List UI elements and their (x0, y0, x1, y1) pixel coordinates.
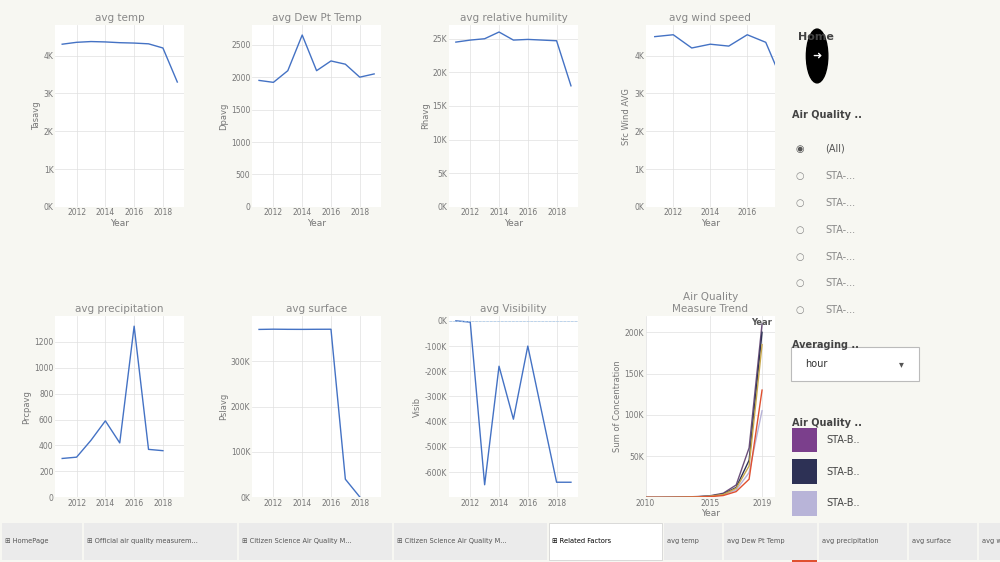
X-axis label: Year: Year (701, 219, 720, 228)
Text: (All): (All) (825, 144, 845, 154)
Y-axis label: Sum of Concentration: Sum of Concentration (613, 361, 622, 452)
Text: ⊞ Related Factors: ⊞ Related Factors (552, 538, 611, 544)
Text: hour: hour (805, 359, 828, 369)
Text: STA-...: STA-... (825, 252, 855, 261)
Text: ◉: ◉ (796, 144, 804, 154)
Circle shape (806, 29, 828, 83)
FancyBboxPatch shape (979, 523, 1000, 560)
FancyBboxPatch shape (792, 428, 817, 452)
Text: ⊞ HomePage: ⊞ HomePage (5, 538, 48, 544)
FancyBboxPatch shape (791, 347, 919, 381)
Text: STA-...: STA-... (825, 171, 855, 181)
Text: ⊞ Citizen Science Air Quality M...: ⊞ Citizen Science Air Quality M... (397, 538, 507, 544)
Text: STA-B..: STA-B.. (827, 435, 860, 445)
FancyBboxPatch shape (792, 491, 817, 515)
Y-axis label: Tasavg: Tasavg (32, 102, 41, 130)
Text: ○: ○ (796, 252, 804, 261)
FancyBboxPatch shape (909, 523, 977, 560)
Text: ➜: ➜ (812, 51, 822, 61)
Text: avg w: avg w (982, 538, 1000, 544)
Title: Air Quality
Measure Trend: Air Quality Measure Trend (672, 292, 748, 314)
Text: STA-...: STA-... (825, 305, 855, 315)
Text: ⊞ Citizen Science Air Quality M...: ⊞ Citizen Science Air Quality M... (242, 538, 352, 544)
Title: avg precipitation: avg precipitation (75, 303, 164, 314)
Title: avg relative humility: avg relative humility (460, 13, 567, 23)
Text: ▾: ▾ (899, 359, 904, 369)
Text: Home: Home (798, 31, 833, 42)
FancyBboxPatch shape (724, 523, 817, 560)
Text: STA-...: STA-... (825, 278, 855, 288)
Text: ○: ○ (796, 278, 804, 288)
Text: STA-B..: STA-B.. (827, 466, 860, 477)
FancyBboxPatch shape (84, 523, 237, 560)
Text: ⊞ Official air quality measurem...: ⊞ Official air quality measurem... (87, 538, 198, 544)
Y-axis label: Dpavg: Dpavg (219, 102, 228, 130)
FancyBboxPatch shape (792, 555, 817, 562)
FancyBboxPatch shape (819, 523, 907, 560)
X-axis label: Year: Year (701, 509, 720, 518)
Title: avg surface: avg surface (286, 303, 347, 314)
X-axis label: Year: Year (504, 219, 523, 228)
Text: avg surface: avg surface (912, 538, 951, 544)
X-axis label: Year: Year (110, 219, 129, 228)
X-axis label: Year: Year (307, 219, 326, 228)
Title: avg Visibility: avg Visibility (480, 303, 547, 314)
Title: avg Dew Pt Temp: avg Dew Pt Temp (272, 13, 361, 23)
Text: STA-B..: STA-B.. (827, 498, 860, 509)
Text: Air Quality ..: Air Quality .. (792, 110, 862, 120)
Text: ○: ○ (796, 225, 804, 235)
Text: Year: Year (752, 318, 772, 327)
Text: Averaging ..: Averaging .. (792, 339, 859, 350)
Text: ○: ○ (796, 171, 804, 181)
Text: STA-...: STA-... (825, 198, 855, 208)
Title: avg wind speed: avg wind speed (669, 13, 751, 23)
Text: avg precipitation: avg precipitation (822, 538, 879, 544)
FancyBboxPatch shape (792, 523, 817, 547)
FancyBboxPatch shape (664, 523, 722, 560)
Text: STA-B..: STA-B.. (827, 530, 860, 540)
Text: ○: ○ (796, 198, 804, 208)
Y-axis label: Prcpavg: Prcpavg (22, 389, 31, 424)
FancyBboxPatch shape (2, 523, 82, 560)
FancyBboxPatch shape (549, 523, 662, 560)
Text: ○: ○ (796, 305, 804, 315)
FancyBboxPatch shape (792, 459, 817, 484)
Y-axis label: Pslavg: Pslavg (219, 393, 228, 420)
Text: Air Quality ..: Air Quality .. (792, 418, 862, 428)
Title: avg temp: avg temp (95, 13, 145, 23)
FancyBboxPatch shape (394, 523, 547, 560)
Y-axis label: Rhavg: Rhavg (421, 103, 430, 129)
FancyBboxPatch shape (239, 523, 392, 560)
Y-axis label: Visib: Visib (413, 397, 422, 416)
Y-axis label: Sfc Wind AVG: Sfc Wind AVG (622, 88, 631, 144)
Text: STA-...: STA-... (825, 225, 855, 235)
Text: avg Dew Pt Temp: avg Dew Pt Temp (727, 538, 785, 544)
Text: avg temp: avg temp (667, 538, 699, 544)
